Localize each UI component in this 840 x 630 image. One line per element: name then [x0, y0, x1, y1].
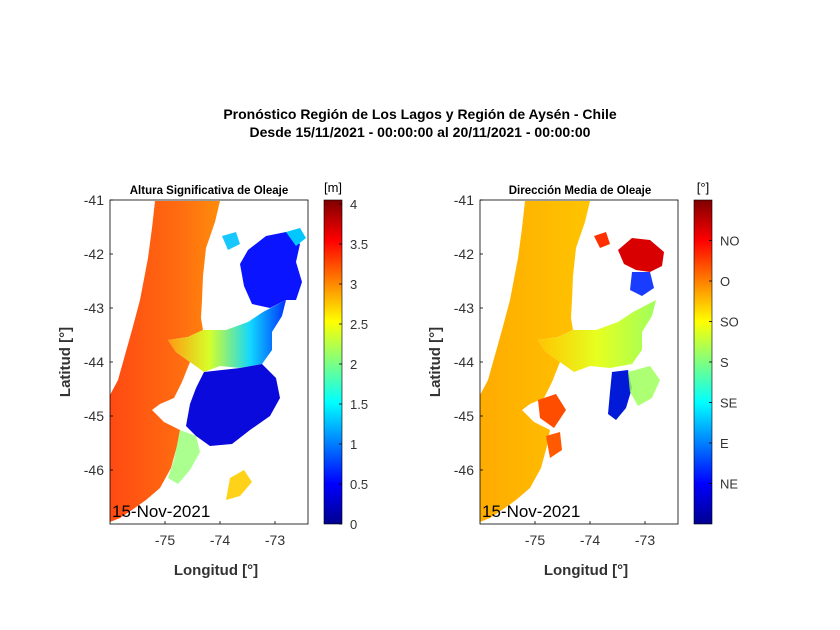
y-tick-label: -46	[84, 462, 104, 478]
colorbar-tick-label: SE	[720, 396, 738, 411]
y-tick-label: -41	[454, 192, 474, 208]
colorbar-unit-label: [°]	[697, 180, 709, 195]
colorbar-unit-label: [m]	[324, 180, 342, 195]
y-tick-label: -46	[454, 462, 474, 478]
colorbar-tick-label: 3	[350, 277, 357, 292]
south-fjord-field	[226, 470, 252, 500]
x-tick-label: -74	[580, 532, 600, 548]
y-axis-label: Latitud [°]	[57, 327, 74, 397]
colorbar-tick-label: NE	[720, 477, 738, 492]
colorbar-tick-label: 3.5	[350, 237, 368, 252]
x-tick-label: -75	[525, 532, 545, 548]
inner-sea-field	[538, 300, 656, 372]
colorbar-tick-label: SO	[720, 315, 739, 330]
ocean-field	[480, 201, 590, 522]
y-tick-label: -45	[454, 408, 474, 424]
y-tick-label: -44	[454, 354, 474, 370]
colorbar-tick-label: 4	[350, 197, 357, 212]
wave-height-map	[110, 201, 306, 522]
coastal-band	[168, 430, 200, 484]
west-sector-field	[538, 394, 566, 428]
ocean-field	[110, 201, 220, 522]
colorbar-tick-label: 0	[350, 517, 357, 532]
wave-direction-panel: -75 -74 -73 -41 -42 -43 -44 -45 -46 Dirección Me…	[427, 180, 740, 579]
x-tick-label: -74	[210, 532, 230, 548]
x-tick-label: -73	[635, 532, 655, 548]
date-label: 15-Nov-2021	[482, 502, 580, 521]
northern-gulf-field	[240, 232, 302, 308]
x-tick-label: -75	[155, 532, 175, 548]
y-tick-label: -42	[454, 246, 474, 262]
channels-field	[186, 364, 280, 446]
colorbar-tick-label: 2.5	[350, 317, 368, 332]
y-tick-label: -43	[454, 300, 474, 316]
colorbar-ticks: 0 0.5 1 1.5 2 2.5 3 3.5 4	[339, 197, 368, 532]
y-tick-label: -41	[84, 192, 104, 208]
x-axis-label: Longitud [°]	[174, 562, 258, 579]
axes: -75 -74 -73 -41 -42 -43 -44 -45 -46	[84, 192, 286, 548]
colorbar-tick-label: 0.5	[350, 477, 368, 492]
colorbar-tick-label: NO	[720, 234, 740, 249]
northern-inlet-field	[594, 232, 610, 248]
figure-title-line1: Pronóstico Región de Los Lagos y Región …	[223, 106, 617, 122]
inner-sea-field	[168, 300, 286, 372]
date-label: 15-Nov-2021	[112, 502, 210, 521]
colorbar-tick-label: 1	[350, 437, 357, 452]
wave-height-panel: -75 -74 -73 -41 -42 -43 -44 -45 -46 Altura Signi…	[57, 180, 368, 579]
y-tick-label: -42	[84, 246, 104, 262]
colorbar-tick-label: E	[720, 436, 729, 451]
eastern-inlet-field	[286, 228, 306, 246]
northern-gulf-field	[618, 238, 664, 272]
colorbar	[323, 199, 343, 525]
x-axis-label: Longitud [°]	[544, 562, 628, 579]
panel-title: Dirección Media de Oleaje	[509, 185, 652, 197]
colorbar-tick-label: O	[720, 274, 730, 289]
y-axis-label: Latitud [°]	[427, 327, 444, 397]
y-tick-label: -45	[84, 408, 104, 424]
colorbar-ticks: NE E SE S SO O NO	[709, 234, 740, 492]
channels-field	[608, 370, 632, 420]
x-tick-label: -73	[265, 532, 285, 548]
colorbar-tick-label: S	[720, 355, 729, 370]
axes: -75 -74 -73 -41 -42 -43 -44 -45 -46	[454, 192, 656, 548]
southern-field	[546, 432, 562, 458]
figure-title-line2: Desde 15/11/2021 - 00:00:00 al 20/11/202…	[249, 124, 591, 140]
wave-direction-map	[480, 201, 664, 522]
y-tick-label: -43	[84, 300, 104, 316]
colorbar-tick-label: 2	[350, 357, 357, 372]
reloncavi-field	[222, 232, 240, 250]
panel-title: Altura Significativa de Oleaje	[130, 185, 289, 197]
gulf-south-field	[630, 272, 654, 296]
y-tick-label: -44	[84, 354, 104, 370]
colorbar-tick-label: 1.5	[350, 397, 368, 412]
fjord-band-field	[628, 366, 660, 406]
